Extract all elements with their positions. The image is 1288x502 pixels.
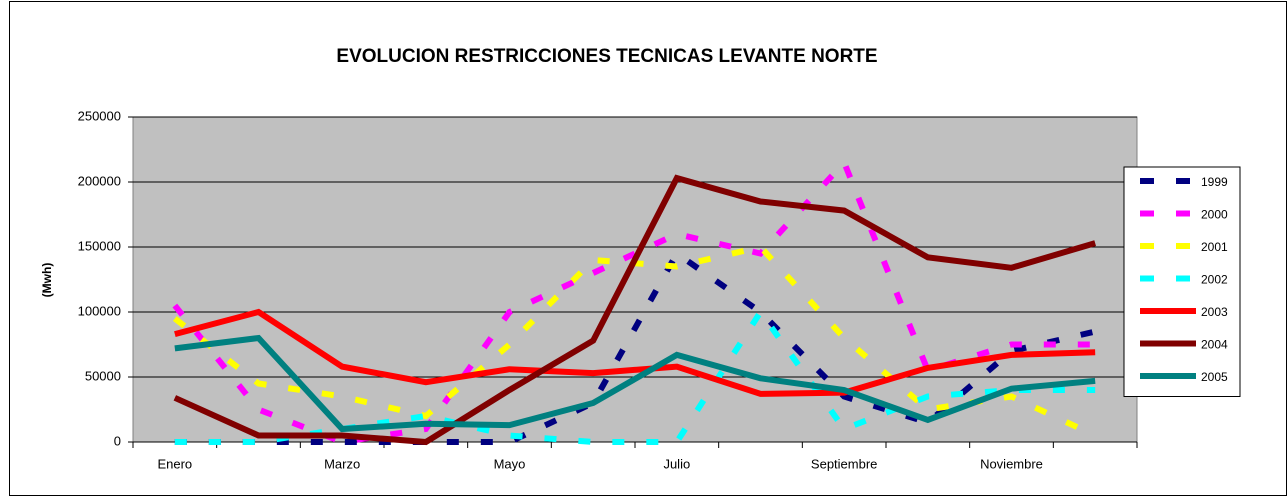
- series-line: [174, 334, 1096, 433]
- legend-label: 2003: [1201, 305, 1228, 319]
- x-tick-label: Enero: [157, 456, 192, 471]
- y-tick-label: 200000: [78, 173, 121, 188]
- y-axis-label: (Mwh): [40, 263, 54, 298]
- legend-label: 2000: [1201, 208, 1228, 222]
- legend-label: 2001: [1201, 240, 1228, 254]
- x-tick-label: Septiembre: [811, 456, 877, 471]
- y-tick-label: 150000: [78, 238, 121, 253]
- series-line: [174, 249, 1096, 445]
- x-tick-label: Noviembre: [980, 456, 1043, 471]
- x-tick-label: Marzo: [324, 456, 360, 471]
- y-tick-label: 0: [114, 433, 121, 448]
- series-line: [174, 308, 1096, 397]
- y-tick-label: 100000: [78, 303, 121, 318]
- legend-box: [1123, 166, 1241, 397]
- y-tick-label: 250000: [78, 108, 121, 123]
- legend-label: 1999: [1201, 175, 1228, 189]
- y-tick-label: 50000: [85, 368, 121, 383]
- x-tick-label: Mayo: [494, 456, 526, 471]
- legend-label: 2005: [1201, 370, 1228, 384]
- x-tick-label: Julio: [663, 456, 690, 471]
- chart-title: EVOLUCION RESTRICCIONES TECNICAS LEVANTE…: [336, 46, 877, 67]
- series-line: [173, 174, 1097, 446]
- legend-label: 2002: [1201, 273, 1228, 287]
- legend-label: 2004: [1201, 338, 1228, 352]
